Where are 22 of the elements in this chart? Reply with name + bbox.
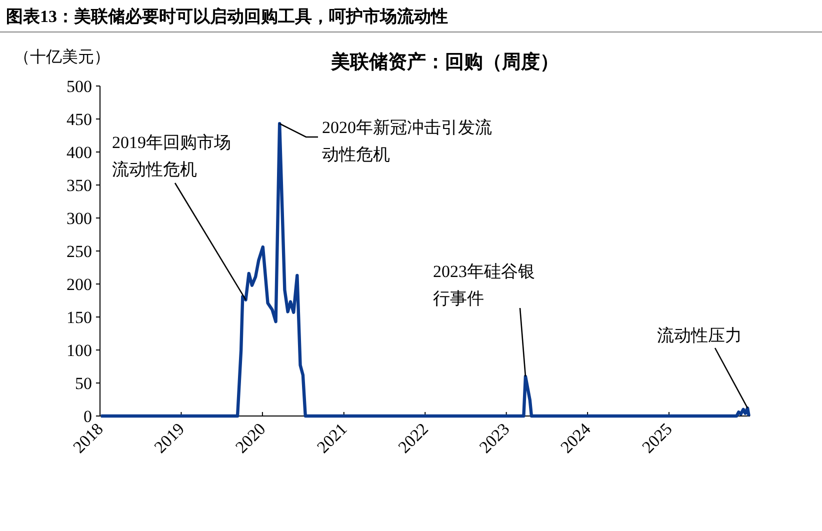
title: 图表13：美联储必要时可以启动回购工具，呵护市场流动性 — [6, 7, 448, 26]
y-tick-label: 500 — [66, 77, 92, 96]
y-tick-label: 50 — [75, 374, 92, 393]
ylabel: （十亿美元） — [14, 49, 110, 66]
annotation: 2023年硅谷银行事件 — [433, 262, 535, 376]
y-tick-label: 450 — [66, 110, 92, 129]
annotation: 2020年新冠冲击引发流动性危机 — [279, 118, 492, 164]
y-tick-label: 100 — [66, 341, 92, 360]
y-tick-label: 0 — [84, 407, 92, 426]
y-tick-label: 150 — [66, 308, 92, 327]
annotation: 2023年硅谷银行事件 — [433, 262, 535, 308]
y-tick-label: 200 — [66, 275, 92, 294]
annotation: 2019年回购市场流动性危机 — [112, 133, 231, 179]
annotation: 2019年回购市场流动性危机 — [112, 133, 246, 300]
y-tick-label: 300 — [66, 209, 92, 228]
annotation: 流动性压力 — [657, 326, 742, 345]
annotation: 2020年新冠冲击引发流动性危机 — [322, 118, 492, 164]
y-tick-label: 400 — [66, 143, 92, 162]
annotation: 流动性压力 — [657, 326, 748, 408]
y-tick-label: 350 — [66, 176, 92, 195]
subtitle: 美联储资产：回购（周度） — [331, 52, 559, 73]
y-tick-label: 250 — [66, 242, 92, 261]
